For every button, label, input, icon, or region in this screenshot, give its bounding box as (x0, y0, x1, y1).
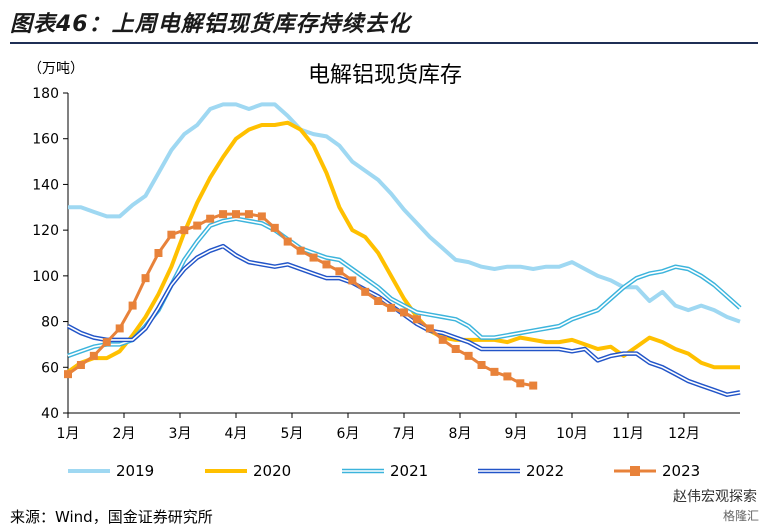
legend-item-2022: 2022 (478, 462, 564, 480)
series-marker-2023 (438, 335, 447, 344)
source-note: 来源：Wind，国金证券研究所 (10, 508, 213, 526)
series-marker-2023 (257, 212, 266, 221)
legend-item-2023: 2023 (614, 462, 700, 480)
watermark: 赵伟宏观探索 (673, 489, 757, 505)
x-tick-label: 3月 (169, 426, 192, 442)
x-tick-label: 2月 (113, 426, 136, 442)
series-line-2019 (68, 102, 741, 324)
x-tick-label: 9月 (505, 426, 528, 442)
y-tick-label: 100 (32, 269, 59, 285)
y-axis-unit: （万吨） (28, 61, 84, 77)
title-rule (10, 42, 758, 44)
y-tick-label: 40 (41, 406, 59, 422)
y-tick-label: 120 (32, 223, 59, 239)
series-marker-2023 (374, 297, 383, 305)
series-marker-2023 (348, 276, 357, 285)
series-marker-2023 (102, 338, 111, 347)
x-tick-label: 12月 (668, 426, 700, 442)
legend-item-2019: 2019 (68, 462, 154, 480)
x-tick-label: 11月 (612, 426, 644, 442)
series-marker-2023 (400, 308, 408, 317)
series-marker-2023 (477, 361, 486, 369)
x-tick-label: 10月 (556, 426, 588, 442)
x-tick-label: 7月 (393, 426, 416, 442)
legend-item-2020: 2020 (205, 462, 291, 480)
y-tick-label: 140 (32, 177, 59, 193)
chart-title: 电解铝现货库存 (308, 63, 462, 88)
series-marker-2023 (516, 379, 525, 388)
series-marker-2023 (219, 210, 228, 219)
legend-label: 2022 (526, 462, 564, 480)
series-marker-2023 (335, 267, 344, 276)
y-tick-label: 160 (32, 132, 59, 148)
figure-title: 图表46：上周电解铝现货库存持续去化 (10, 12, 411, 37)
series-2021 (67, 216, 742, 359)
legend-label: 2023 (662, 462, 700, 480)
series-marker-2023 (387, 303, 396, 312)
watermark-logo: 格隆汇 (722, 509, 759, 523)
series-marker-2023 (64, 370, 72, 379)
x-tick-label: 5月 (281, 426, 304, 442)
series-marker-2023 (270, 223, 279, 232)
series-marker-2023 (193, 221, 202, 230)
series-line-2023 (67, 212, 534, 388)
series-line-2020 (66, 120, 740, 374)
series-line-inner-2021 (67, 217, 741, 357)
x-tick-label: 1月 (57, 426, 80, 442)
series-marker-2023 (503, 372, 512, 381)
x-tick-label: 8月 (449, 426, 472, 442)
series-marker-2023 (309, 253, 318, 262)
series-marker-2023 (89, 351, 98, 360)
series-marker-2023 (232, 210, 240, 219)
x-tick-label: 4月 (225, 426, 248, 442)
series-marker-2023 (115, 324, 124, 333)
y-tick-label: 180 (32, 86, 59, 102)
series-marker-2023 (425, 324, 434, 333)
legend-label: 2020 (253, 462, 291, 480)
series-2019 (68, 102, 741, 324)
legend: 2019 2020 2021 2022 2023 (68, 462, 700, 480)
series-2023 (64, 210, 538, 390)
axes: 40 60 80 100 120 140 160 180 1月 2月 3月 4月 5月 6月 7月 8月 9月 1… (32, 86, 740, 442)
series-marker-2023 (451, 345, 460, 353)
series-marker-2023 (490, 367, 499, 376)
series-marker-2023 (206, 214, 215, 223)
legend-item-2021: 2021 (342, 462, 428, 480)
series-marker-2023 (322, 260, 331, 269)
series-marker-2023 (361, 287, 370, 296)
series-marker-2023 (128, 301, 137, 310)
series-marker-2023 (154, 249, 163, 257)
series-marker-2023 (244, 210, 253, 219)
series-marker-2023 (180, 226, 189, 235)
x-tick-label: 6月 (337, 426, 360, 442)
series-marker-2023 (529, 381, 538, 390)
legend-label: 2019 (116, 462, 154, 480)
legend-marker (630, 466, 640, 476)
series-marker-2023 (283, 237, 292, 246)
series-marker-2023 (296, 246, 305, 255)
series-marker-2023 (167, 230, 176, 239)
legend-label: 2021 (390, 462, 428, 480)
y-tick-label: 80 (41, 315, 59, 331)
series-marker-2023 (412, 315, 421, 324)
series-marker-2023 (464, 351, 473, 360)
series-layer (64, 102, 742, 397)
series-marker-2023 (76, 361, 85, 369)
series-2020 (66, 120, 740, 374)
series-marker-2023 (141, 274, 150, 283)
y-tick-label: 60 (41, 360, 59, 376)
